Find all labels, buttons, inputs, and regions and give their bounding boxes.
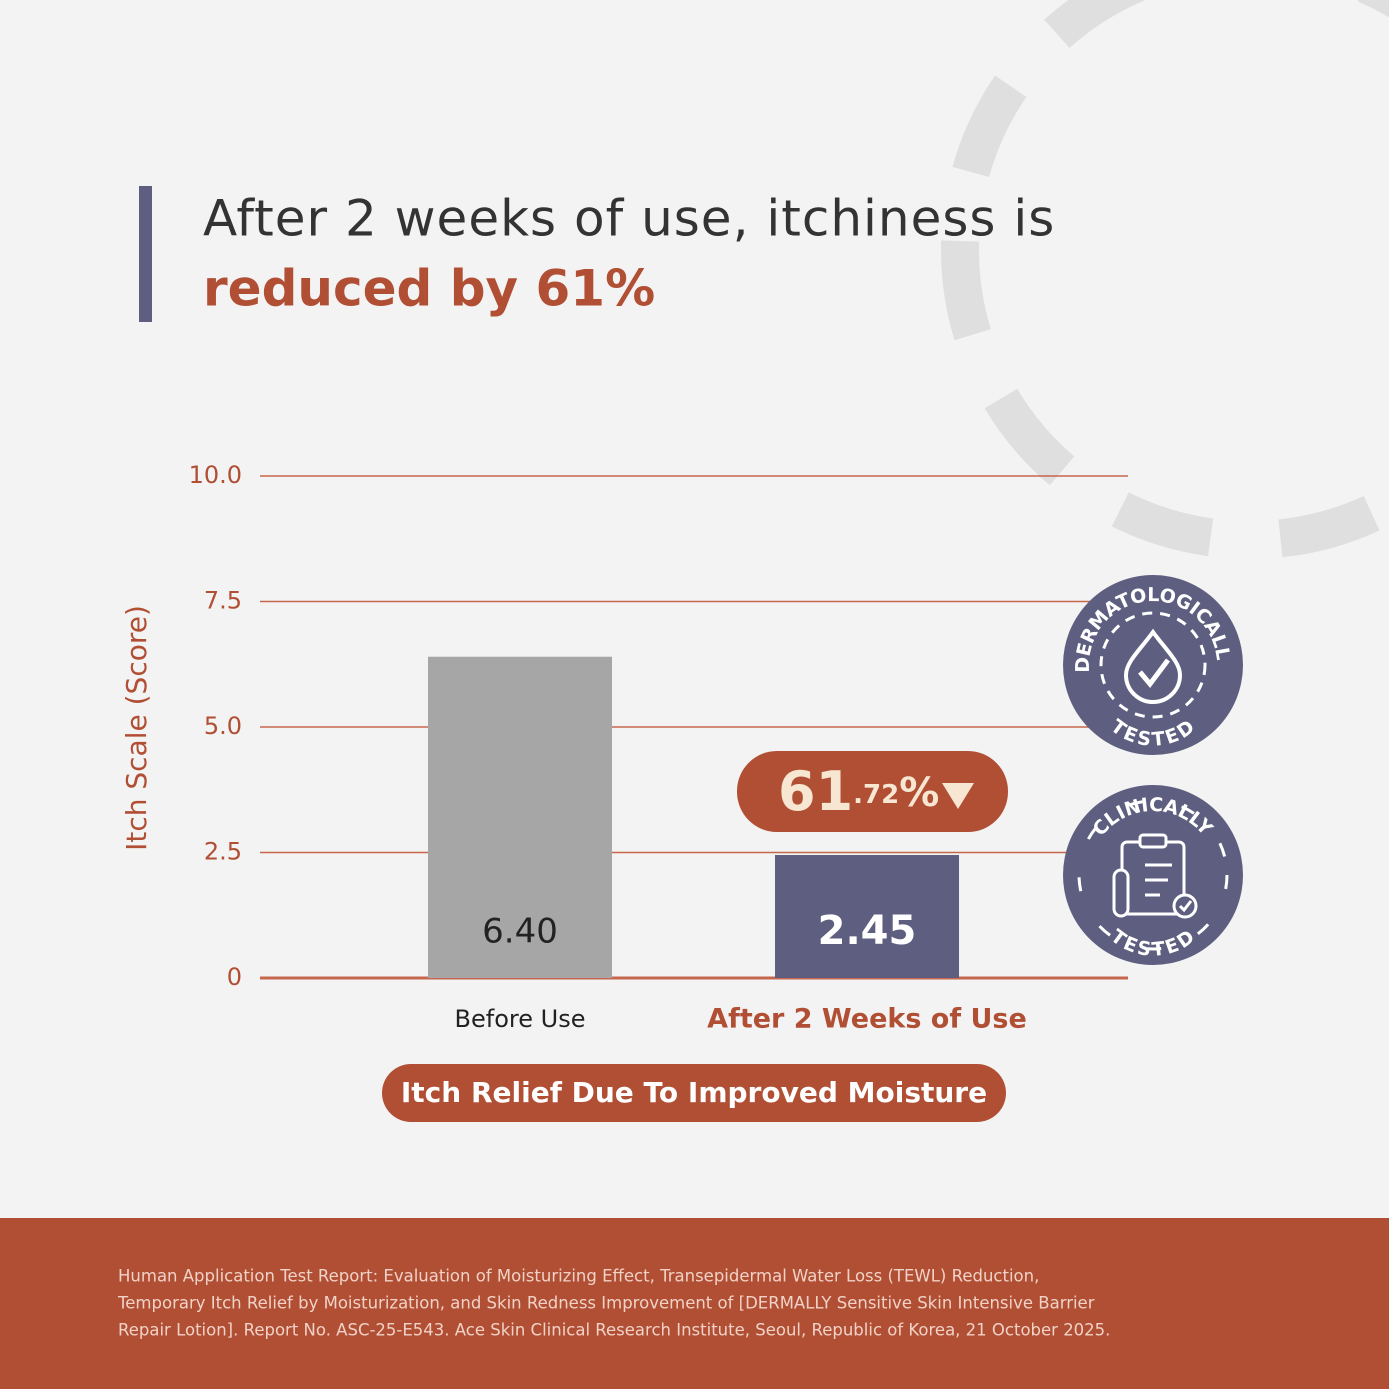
down-arrow [942, 783, 974, 809]
title-accent-bar [139, 186, 152, 322]
plot: 0 2.5 5.0 7.5 10.0 6.40 Before Use 2.45 After 2 … [189, 461, 1128, 1035]
y-tick-label: 7.5 [204, 587, 242, 615]
reduction-badge-text: 61.72% [778, 760, 939, 823]
stamp-clinically: CLINICALLY TESTED [1063, 785, 1243, 965]
badge-whole: 61 [778, 760, 853, 823]
badge-unit: % [899, 770, 939, 816]
footnote-line: Temporary Itch Relief by Moisturization,… [117, 1294, 1095, 1313]
footer [0, 1218, 1389, 1389]
caption-pill [382, 1064, 1006, 1122]
x-tick-label: Before Use [455, 1005, 586, 1033]
chart-title: After 2 weeks of use, itchiness is [203, 190, 1055, 248]
clipboard-lines [1145, 863, 1172, 897]
decorative-arc [941, 0, 1389, 559]
y-tick-label: 5.0 [204, 712, 242, 740]
stamp-circle [1063, 785, 1243, 965]
x-tick-label: After 2 Weeks of Use [707, 1004, 1027, 1035]
badge-fraction: .72 [853, 780, 899, 810]
clipboard-clip [1138, 833, 1168, 849]
chart-subtitle: reduced by 61% [203, 260, 655, 318]
drop-icon [1123, 628, 1183, 704]
value-label: 2.45 [818, 908, 917, 954]
bar [428, 656, 612, 978]
y-tick-label: 0 [227, 963, 242, 991]
footnote-line: Repair Lotion]. Report No. ASC-25-E543. … [118, 1321, 1110, 1340]
stamp-ring [1099, 611, 1207, 719]
stamp-ring [1077, 799, 1229, 951]
check-icon [1138, 658, 1170, 689]
y-axis-label: Itch Scale (Score) [120, 605, 153, 851]
reduction-badge [737, 751, 1008, 832]
check-badge [1172, 893, 1198, 919]
stamp-circle [1063, 575, 1243, 755]
footnote-line: Human Application Test Report: Evaluatio… [118, 1267, 1039, 1286]
caption: Itch Relief Due To Improved Moisture [401, 1076, 987, 1109]
test-tube-icon [1112, 868, 1130, 918]
y-tick-label: 10.0 [189, 461, 242, 489]
bar [775, 855, 959, 978]
y-tick-label: 2.5 [204, 838, 242, 866]
value-label: 6.40 [482, 912, 558, 952]
check-icon [1178, 900, 1193, 913]
